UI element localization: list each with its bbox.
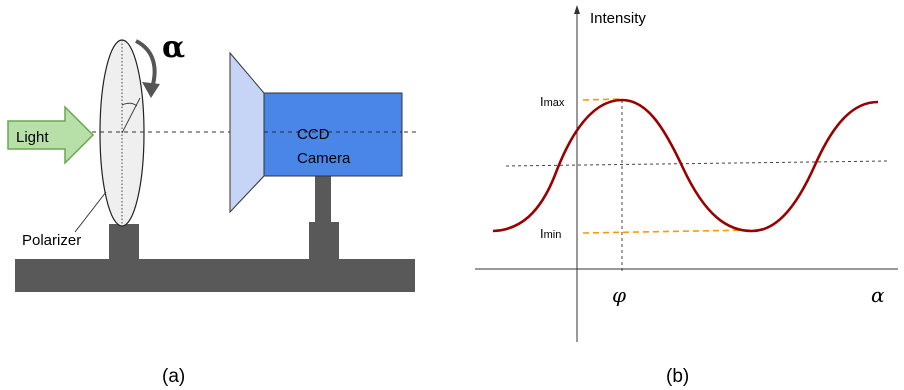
light-arrow-icon [7, 105, 95, 165]
camera-stand-block [309, 222, 339, 260]
camera-label-line1: CCD [297, 126, 330, 143]
polarizer-leader-line [74, 191, 107, 233]
rotation-arrow-icon [134, 39, 157, 89]
imax-subscript: max [544, 97, 565, 109]
camera-label-line2: Camera [297, 150, 351, 167]
polarizer-angle-arc [121, 102, 138, 107]
panel-a-setup: Light α Polarizer CCD Camera (a) [7, 30, 418, 387]
imin-subscript: min [544, 229, 562, 241]
light-label: Light [16, 129, 49, 146]
camera-lens [229, 51, 265, 214]
imin-guide-line [582, 229, 753, 234]
imin-letter: I [540, 226, 544, 241]
imin-label: Imin [540, 226, 561, 241]
imax-label: Imax [540, 94, 565, 109]
polarizer-label: Polarizer [22, 232, 81, 249]
polarizer-stand [109, 224, 139, 260]
y-axis-label: Intensity [590, 10, 646, 27]
caption-a: (a) [162, 366, 185, 387]
intensity-curve [492, 98, 879, 233]
rotation-symbol: α [162, 30, 185, 65]
phase-label: φ [612, 283, 626, 307]
imax-letter: I [540, 94, 544, 109]
imax-guide-line [582, 98, 621, 101]
camera-body [263, 92, 403, 177]
base-rail [15, 259, 415, 292]
polarizer-angle-line [121, 97, 141, 134]
x-axis-label: α [871, 283, 885, 307]
camera-post [315, 176, 331, 226]
caption-b: (b) [666, 366, 689, 387]
rotation-arrowhead [142, 82, 160, 98]
mean-level-line [505, 160, 889, 167]
panel-b-plot: Intensity α φ Imax Imin (b) [475, 5, 898, 387]
y-axis-arrowhead [574, 5, 580, 14]
